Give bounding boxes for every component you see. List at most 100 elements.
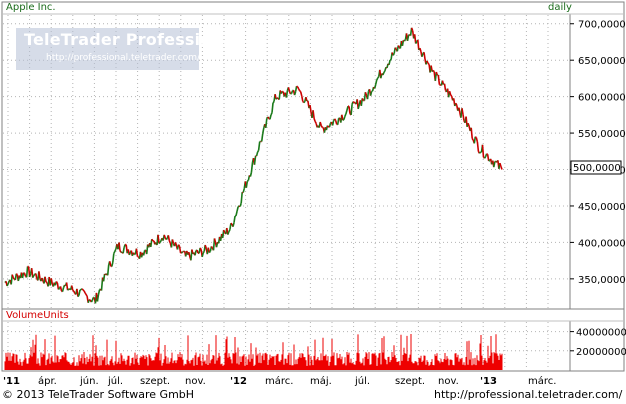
- price-segment: [38, 271, 41, 279]
- price-segment: [270, 112, 273, 116]
- price-segment: [299, 91, 303, 97]
- price-segment: [305, 96, 308, 102]
- price-segment: [235, 210, 238, 216]
- price-segment: [55, 281, 59, 284]
- price-segment: [437, 74, 441, 85]
- price-segment: [23, 272, 27, 277]
- price-segment: [426, 60, 429, 64]
- price-segment: [256, 149, 260, 153]
- time-tick-label: jún.: [79, 375, 99, 387]
- price-segment: [242, 188, 246, 193]
- time-tick-label: szept.: [140, 376, 170, 387]
- price-segment: [108, 261, 112, 267]
- price-segment: [328, 123, 332, 128]
- price-segment: [12, 277, 15, 280]
- last-value-label: 500,0000: [573, 163, 621, 174]
- price-segment: [455, 102, 458, 106]
- price-segment: [59, 286, 63, 292]
- price-segment: [414, 41, 418, 44]
- price-segment: [421, 53, 424, 57]
- price-tick-label: 550,0000: [578, 129, 626, 140]
- price-tick-label: 650,0000: [578, 56, 626, 67]
- price-segment: [293, 91, 297, 96]
- price-segment: [118, 242, 121, 251]
- price-segment: [448, 90, 452, 96]
- price-segment: [299, 90, 302, 93]
- price-segment: [167, 235, 171, 241]
- price-segment: [462, 114, 465, 121]
- price-segment: [478, 151, 481, 154]
- price-segment: [31, 275, 35, 279]
- price-segment: [73, 290, 76, 294]
- price-segment: [7, 280, 10, 285]
- price-segment: [493, 161, 496, 168]
- volume-panel-frame: [1, 308, 625, 372]
- price-segment: [253, 155, 257, 165]
- price-segment: [467, 122, 470, 127]
- price-segment: [81, 288, 84, 291]
- price-segment: [67, 288, 70, 291]
- price-segment: [180, 251, 184, 254]
- price-segment: [240, 192, 243, 204]
- price-tick-label: 700,0000: [578, 20, 626, 31]
- volume-title: VolumeUnits: [6, 310, 69, 321]
- price-segment: [83, 290, 86, 294]
- price-segment: [486, 154, 490, 162]
- price-segment: [271, 102, 274, 113]
- price-segment: [352, 101, 355, 104]
- price-tick-label: 450,0000: [578, 202, 626, 213]
- price-segment: [285, 90, 289, 98]
- time-tick-label: márc.: [265, 375, 293, 387]
- price-segment: [128, 252, 132, 256]
- price-segment: [272, 101, 275, 104]
- price-segment: [313, 118, 316, 122]
- price-segment: [159, 240, 162, 243]
- price-segment: [229, 223, 232, 230]
- price-segment: [30, 268, 34, 278]
- chart-title: Apple Inc.: [6, 2, 56, 13]
- price-segment: [157, 234, 160, 244]
- price-segment: [392, 53, 395, 56]
- price-segment: [112, 253, 115, 263]
- price-segment: [142, 250, 146, 256]
- price-segment: [366, 91, 370, 100]
- price-segment: [41, 277, 44, 282]
- time-axis-ticks: '11 ápr. jún. júl. szept. nov. '12 márc. máj. júl…: [3, 375, 556, 387]
- price-segment: [111, 262, 114, 267]
- price-segment: [65, 282, 69, 291]
- price-segment: [435, 71, 439, 76]
- price-segment: [333, 118, 337, 121]
- price-segment: [383, 70, 386, 74]
- price-segment: [473, 136, 477, 144]
- price-segment: [114, 248, 117, 252]
- price-segment: [345, 110, 348, 115]
- price-segment: [290, 90, 294, 94]
- price-segment: [57, 288, 60, 291]
- price-segment: [122, 247, 125, 254]
- price-segment: [397, 45, 400, 48]
- footer-url[interactable]: http://professional.teletrader.com/: [434, 388, 623, 401]
- price-segment: [410, 27, 414, 32]
- price-segment: [294, 86, 298, 92]
- price-segment: [298, 88, 301, 92]
- price-segment: [177, 244, 181, 247]
- price-segment: [201, 252, 204, 258]
- price-segment: [471, 138, 474, 141]
- price-segment: [346, 105, 349, 111]
- price-segment: [245, 181, 249, 188]
- footer-copyright: © 2013 TeleTrader Software GmbH: [2, 388, 195, 401]
- price-segment: [374, 79, 378, 85]
- price-segment: [483, 156, 487, 159]
- price-segment: [178, 246, 182, 254]
- price-segment: [21, 272, 25, 279]
- price-segment: [388, 59, 391, 65]
- price-segment: [350, 104, 353, 115]
- price-segment: [213, 238, 217, 243]
- volume-tick-label: 40000000: [576, 328, 626, 339]
- price-segment: [261, 127, 265, 135]
- time-tick-label: szept.: [395, 376, 425, 387]
- price-segment: [419, 47, 422, 52]
- price-segment: [406, 34, 410, 42]
- price-segment: [61, 287, 65, 292]
- price-segment: [413, 34, 417, 44]
